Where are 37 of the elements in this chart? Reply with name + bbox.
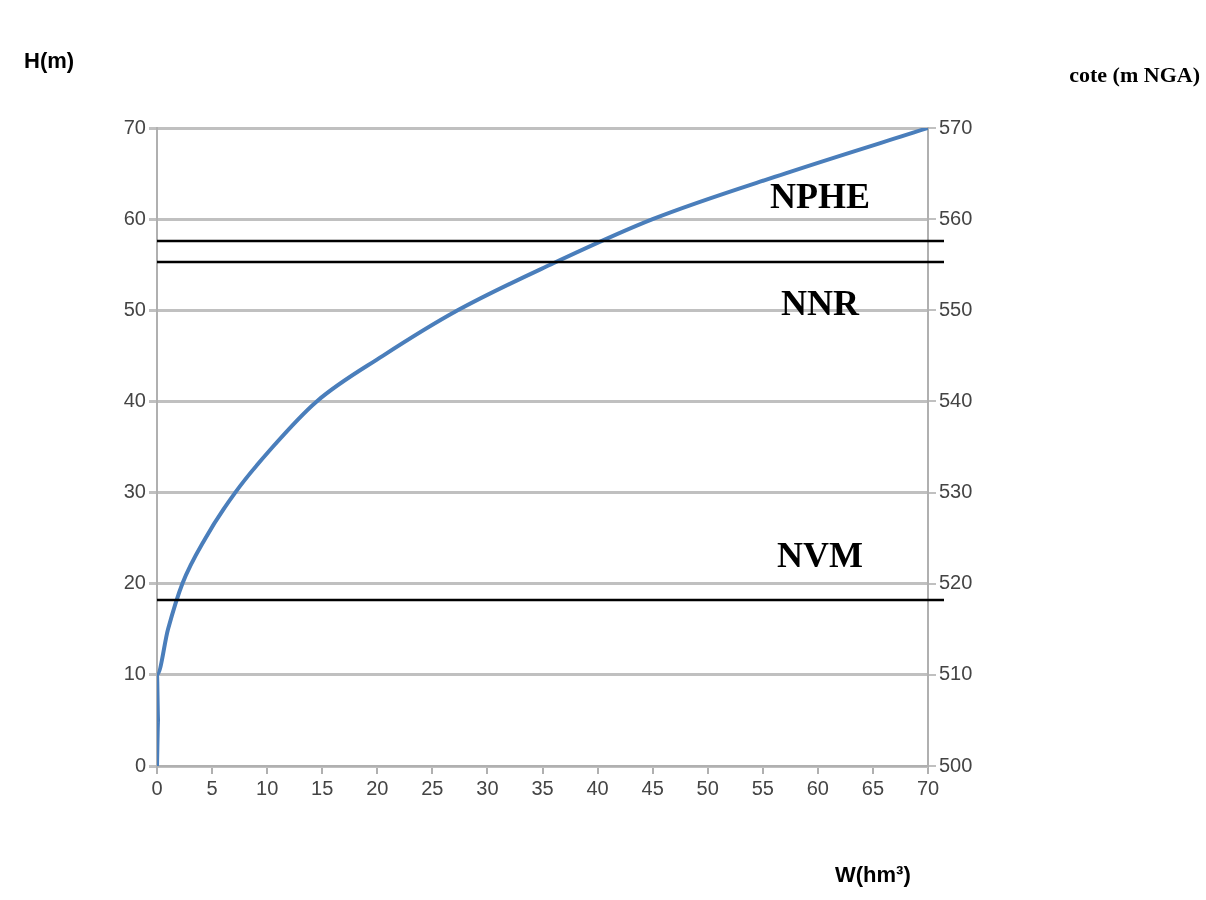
x-tick-label: 60 (806, 776, 829, 799)
y-tick-label: 70 (123, 115, 146, 138)
y-tick-label: 20 (123, 571, 146, 594)
x-tick-label: 30 (476, 776, 499, 799)
y2-tick-label: 560 (939, 206, 973, 229)
x-tick-label: 35 (531, 776, 554, 799)
x-tick-label: 55 (751, 776, 774, 799)
x-tick-label: 15 (311, 776, 334, 799)
x-tick-label: 5 (206, 776, 218, 799)
ref-line-label: NVM (777, 535, 864, 576)
y2-axis-title: cote (m NGA) (1069, 62, 1200, 88)
y2-tick-label: 570 (939, 115, 973, 138)
x-tick-label: 50 (696, 776, 719, 799)
y2-tick-label: 530 (939, 480, 973, 503)
y-tick-label: 60 (123, 206, 146, 229)
y-axis-title: H(m) (24, 48, 75, 74)
y-tick-label: 40 (123, 388, 146, 411)
y-tick-label: 10 (123, 662, 146, 685)
x-tick-label: 25 (421, 776, 444, 799)
y-tick-label: 30 (123, 480, 146, 503)
x-tick-label: 10 (256, 776, 279, 799)
x-tick-label: 0 (151, 776, 163, 799)
y2-tick-label: 510 (939, 662, 973, 685)
y-tick-label: 0 (134, 753, 146, 776)
ref-line-label: NNR (781, 283, 861, 324)
x-tick-label: 20 (366, 776, 389, 799)
y2-tick-label: 540 (939, 388, 973, 411)
y2-tick-label: 500 (939, 753, 973, 776)
x-tick-label: 65 (861, 776, 885, 799)
y-tick-label: 50 (123, 297, 146, 320)
x-tick-label: 45 (641, 776, 664, 799)
y2-tick-label: 550 (939, 297, 973, 320)
x-axis-title: W(hm³) (835, 862, 911, 888)
y2-tick-label: 520 (939, 571, 973, 594)
x-tick-label: 70 (916, 776, 940, 799)
x-tick-label: 40 (586, 776, 609, 799)
ref-line-label: NPHE (770, 176, 871, 217)
